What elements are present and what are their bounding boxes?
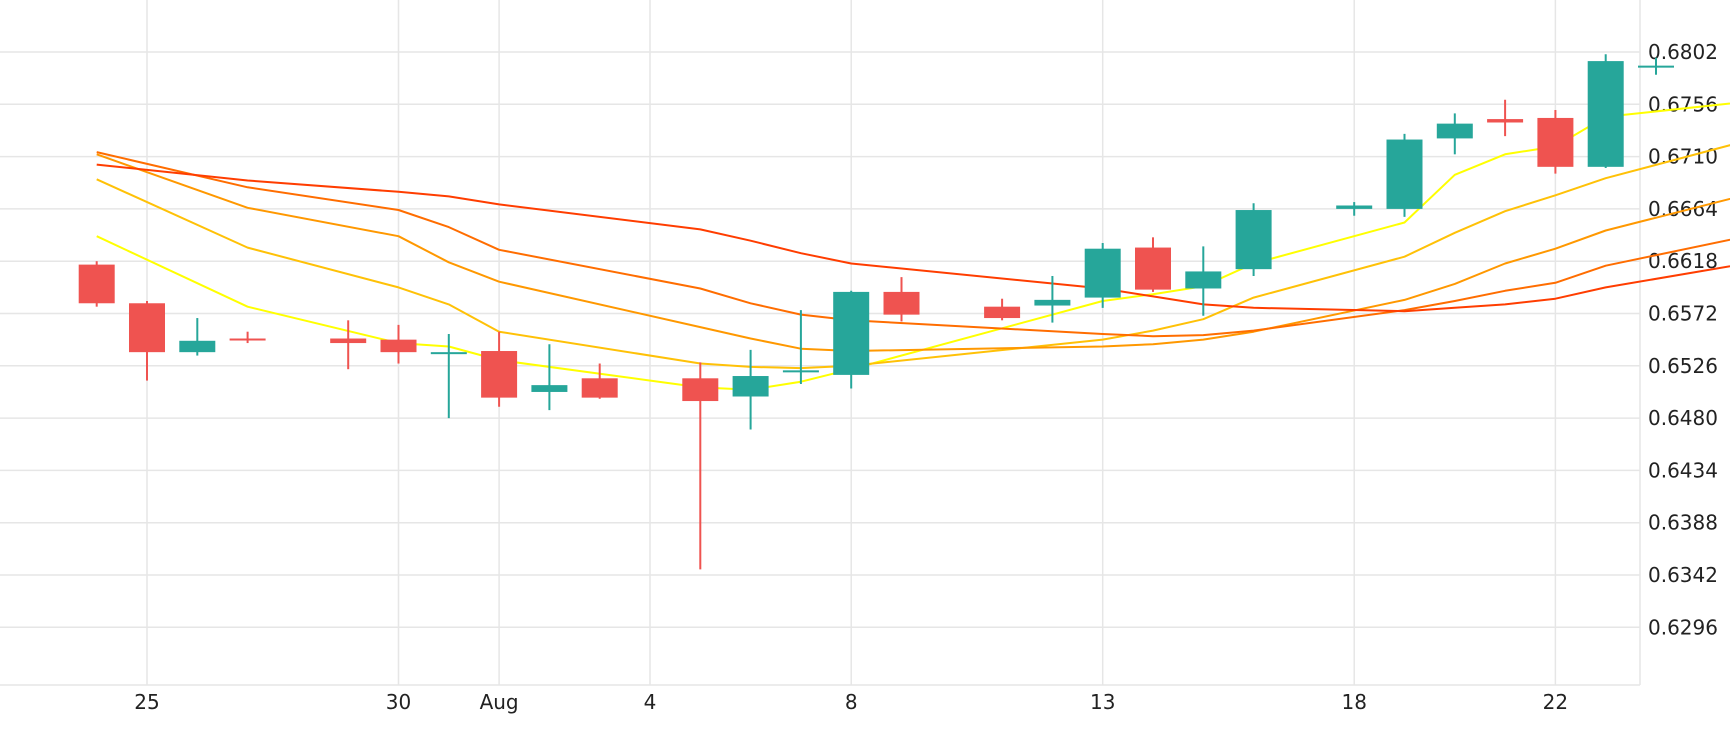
y-tick-label: 0.6388 (1648, 511, 1718, 535)
candle-down (129, 300, 165, 381)
moving-average-line-2 (96, 144, 1730, 370)
y-tick-label: 0.6802 (1648, 40, 1718, 64)
candle-down (883, 277, 920, 322)
y-tick-label: 0.6296 (1648, 615, 1718, 639)
candle-down (984, 298, 1021, 321)
candle-body (330, 338, 367, 344)
candle-body (1084, 248, 1121, 298)
candle-down (1135, 237, 1171, 292)
y-tick-label: 0.6480 (1648, 406, 1718, 430)
x-tick-label: 25 (134, 690, 159, 714)
x-tick-label: 18 (1341, 690, 1366, 714)
x-tick-label: Aug (480, 690, 519, 714)
candle-down (78, 261, 115, 307)
candle-up (1034, 275, 1071, 323)
candle-up (1436, 113, 1473, 155)
x-tick-label: 22 (1543, 690, 1568, 714)
candle-body (682, 378, 719, 402)
candle-up (1084, 243, 1121, 308)
candle-body (430, 352, 467, 355)
y-tick-label: 0.6342 (1648, 563, 1718, 587)
candle-up (1638, 57, 1674, 75)
candle-body (1135, 247, 1171, 290)
candle-body (1386, 139, 1423, 209)
candle-body (732, 376, 769, 397)
candle-up (1587, 54, 1624, 168)
candle-body (1436, 123, 1473, 139)
moving-average-line-4 (96, 151, 1730, 338)
candle-body (984, 306, 1021, 319)
candle-down (330, 320, 367, 370)
candle-body (782, 370, 819, 373)
candle-body (1587, 61, 1624, 167)
x-tick-label: 8 (845, 690, 858, 714)
candle-body (531, 385, 568, 392)
candle-down (229, 331, 266, 344)
candle-body (481, 351, 518, 398)
candle-up (1235, 203, 1272, 276)
candle-body (78, 264, 115, 304)
candle-body (581, 378, 618, 398)
candle-down (481, 331, 518, 407)
y-tick-label: 0.6434 (1648, 458, 1718, 482)
candle-body (833, 291, 870, 375)
candle-down (380, 324, 417, 364)
candle-down (1487, 99, 1524, 137)
x-tick-label: 13 (1090, 690, 1115, 714)
y-tick-label: 0.6526 (1648, 354, 1718, 378)
candle-body (179, 340, 216, 353)
candle-body (1537, 117, 1574, 167)
candle-body (229, 338, 266, 341)
candle-body (1185, 271, 1222, 289)
candle-body (380, 339, 417, 353)
candle-body (1336, 205, 1373, 209)
candle-up (1336, 202, 1373, 216)
candle-up (1185, 246, 1222, 316)
candle-up (833, 290, 870, 389)
candle-down (1537, 109, 1574, 174)
candle-body (129, 303, 165, 353)
candle-up (732, 349, 769, 430)
candle-up (430, 333, 467, 419)
candle-up (782, 310, 819, 384)
candle-body (883, 291, 920, 315)
candle-up (531, 344, 568, 411)
candle-up (179, 318, 216, 356)
y-tick-label: 0.6572 (1648, 302, 1718, 326)
x-tick-label: 4 (644, 690, 657, 714)
x-tick-label: 30 (386, 690, 411, 714)
candle-down (682, 362, 719, 570)
y-tick-label: 0.6618 (1648, 249, 1718, 273)
candle-body (1034, 299, 1071, 306)
candle-body (1235, 210, 1272, 270)
candle-down (581, 363, 618, 399)
moving-average-line-3 (96, 153, 1730, 352)
candle-up (1386, 133, 1423, 217)
y-tick-label: 0.6756 (1648, 92, 1718, 116)
candle-body (1638, 65, 1674, 68)
candle-body (1487, 119, 1524, 123)
